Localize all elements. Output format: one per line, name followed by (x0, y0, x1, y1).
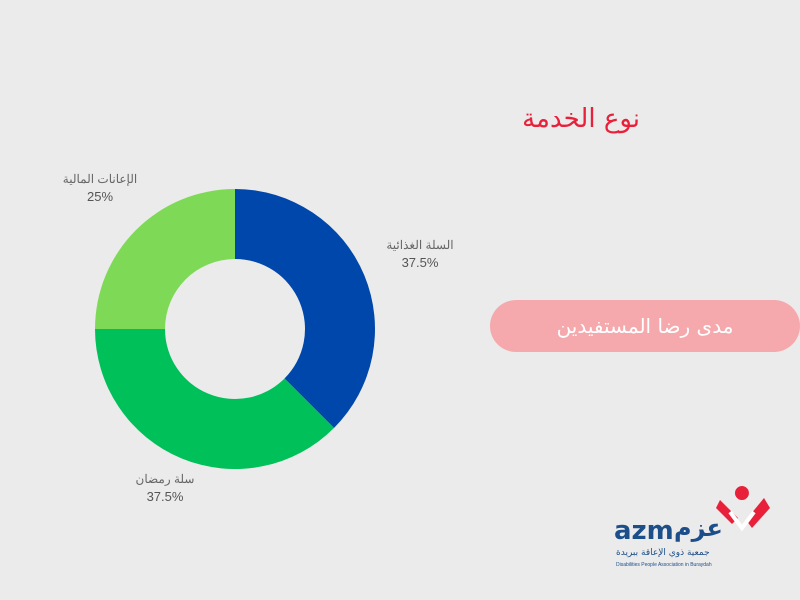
slice-value: 37.5% (401, 255, 439, 270)
logo-subtitle-arabic: جمعية ذوي الإعاقة ببريدة (616, 548, 710, 558)
slice-value: 37.5% (146, 489, 184, 504)
slice-value: 25% (86, 189, 114, 204)
slice-name: الإعانات المالية (62, 172, 138, 186)
slice-label-ramadan: سلة رمضان 37.5% (105, 472, 225, 504)
slice-label-food: السلة الغذائية 37.5% (360, 238, 480, 270)
slice-label-financial: الإعانات المالية 25% (40, 172, 160, 204)
logo-brand: azm (614, 516, 674, 546)
chart-title: نوع الخدمة (522, 104, 640, 134)
logo-brand-arabic: عزم (674, 514, 723, 542)
slice-name: السلة الغذائية (386, 238, 454, 252)
satisfaction-button-label: مدى رضا المستفيدين (556, 314, 734, 338)
slice-food (235, 189, 375, 428)
satisfaction-button[interactable]: مدى رضا المستفيدين (490, 300, 800, 352)
logo-subtitle-english: Disabilities People Association in Buray… (616, 562, 712, 568)
azm-logo: azm عزم جمعية ذوي الإعاقة ببريدة Disabil… (612, 478, 782, 570)
slice-name: سلة رمضان (135, 472, 195, 486)
slice-financial (95, 189, 235, 329)
logo-heart-icon (716, 486, 770, 532)
slice-ramadan (95, 329, 334, 469)
